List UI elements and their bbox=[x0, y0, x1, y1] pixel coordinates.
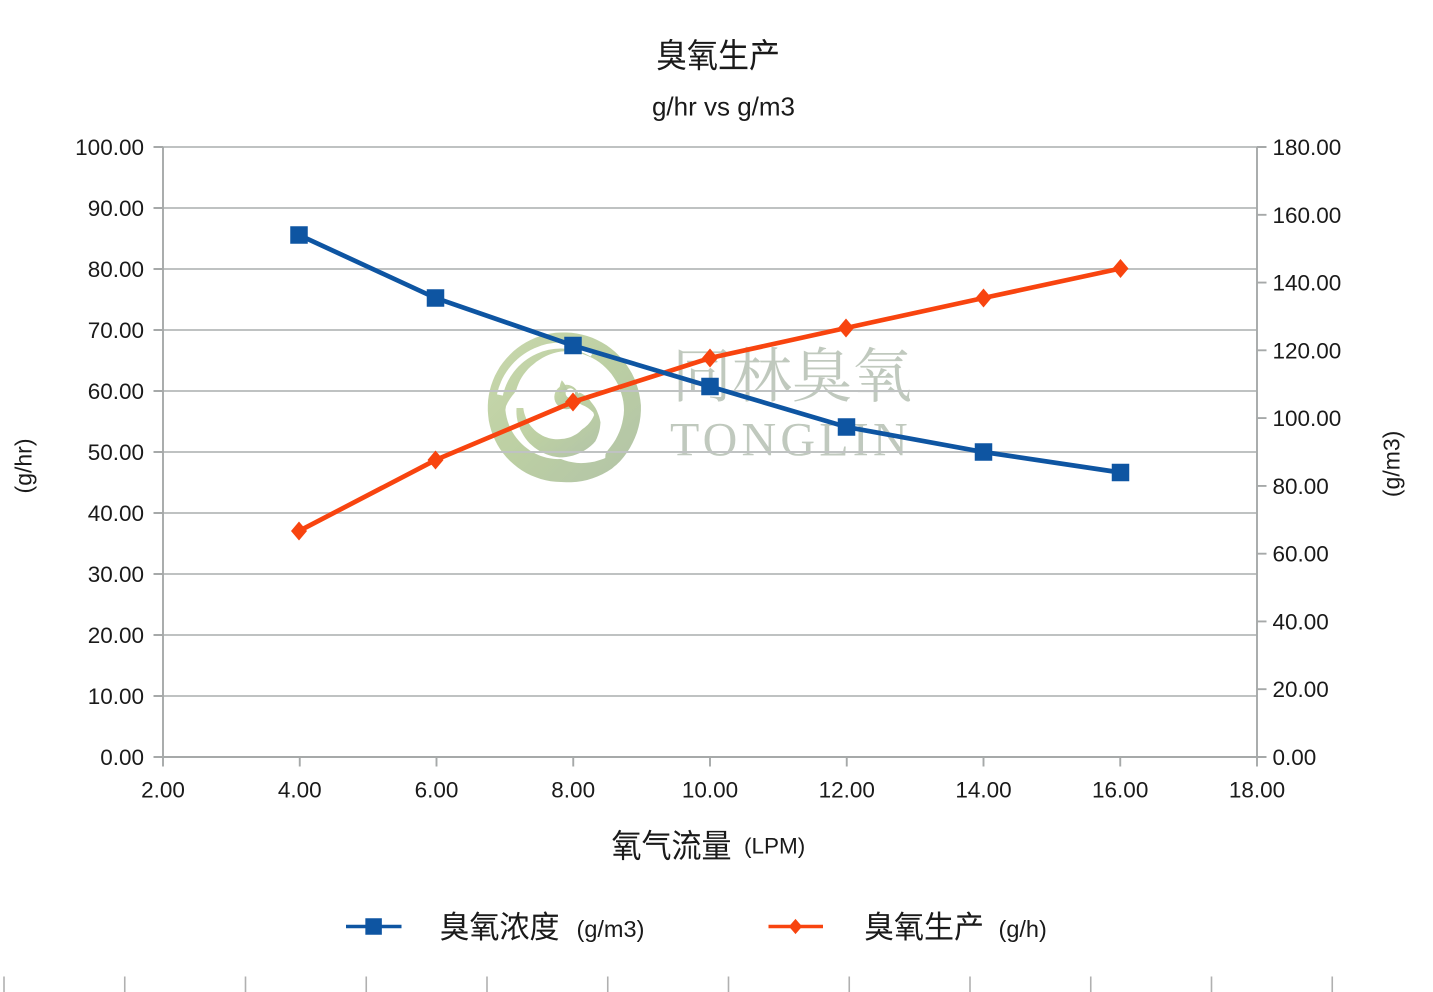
svg-text:2.00: 2.00 bbox=[141, 778, 185, 803]
svg-text:14.00: 14.00 bbox=[955, 778, 1011, 803]
svg-text:60.00: 60.00 bbox=[88, 379, 144, 404]
svg-text:(g/m3): (g/m3) bbox=[577, 916, 645, 942]
svg-text:50.00: 50.00 bbox=[88, 440, 144, 465]
svg-text:g/hr vs g/m3: g/hr vs g/m3 bbox=[652, 92, 795, 122]
svg-text:8.00: 8.00 bbox=[551, 778, 595, 803]
svg-text:TONGLIN: TONGLIN bbox=[670, 414, 912, 467]
svg-text:40.00: 40.00 bbox=[1273, 609, 1329, 634]
svg-text:80.00: 80.00 bbox=[88, 257, 144, 282]
svg-text:120.00: 120.00 bbox=[1273, 338, 1342, 363]
svg-text:(LPM): (LPM) bbox=[744, 834, 805, 859]
svg-text:90.00: 90.00 bbox=[88, 196, 144, 221]
svg-text:10.00: 10.00 bbox=[682, 778, 738, 803]
svg-text:16.00: 16.00 bbox=[1092, 778, 1148, 803]
svg-text:40.00: 40.00 bbox=[88, 501, 144, 526]
svg-text:100.00: 100.00 bbox=[1273, 406, 1342, 431]
svg-text:0.00: 0.00 bbox=[1273, 745, 1317, 770]
svg-text:20.00: 20.00 bbox=[88, 623, 144, 648]
svg-text:20.00: 20.00 bbox=[1273, 677, 1329, 702]
svg-text:80.00: 80.00 bbox=[1273, 474, 1329, 499]
svg-text:6.00: 6.00 bbox=[415, 778, 459, 803]
svg-text:(g/hr): (g/hr) bbox=[11, 439, 37, 494]
svg-text:70.00: 70.00 bbox=[88, 318, 144, 343]
svg-text:4.00: 4.00 bbox=[278, 778, 322, 803]
svg-text:100.00: 100.00 bbox=[75, 135, 144, 160]
svg-text:(g/h): (g/h) bbox=[999, 916, 1047, 942]
svg-text:10.00: 10.00 bbox=[88, 684, 144, 709]
svg-text:140.00: 140.00 bbox=[1273, 271, 1342, 296]
svg-text:12.00: 12.00 bbox=[819, 778, 875, 803]
svg-text:0.00: 0.00 bbox=[100, 745, 144, 770]
svg-text:(g/m3): (g/m3) bbox=[1379, 431, 1405, 497]
svg-text:160.00: 160.00 bbox=[1273, 203, 1342, 228]
svg-text:60.00: 60.00 bbox=[1273, 542, 1329, 567]
svg-text:180.00: 180.00 bbox=[1273, 135, 1342, 160]
svg-text:18.00: 18.00 bbox=[1229, 778, 1285, 803]
svg-text:30.00: 30.00 bbox=[88, 562, 144, 587]
